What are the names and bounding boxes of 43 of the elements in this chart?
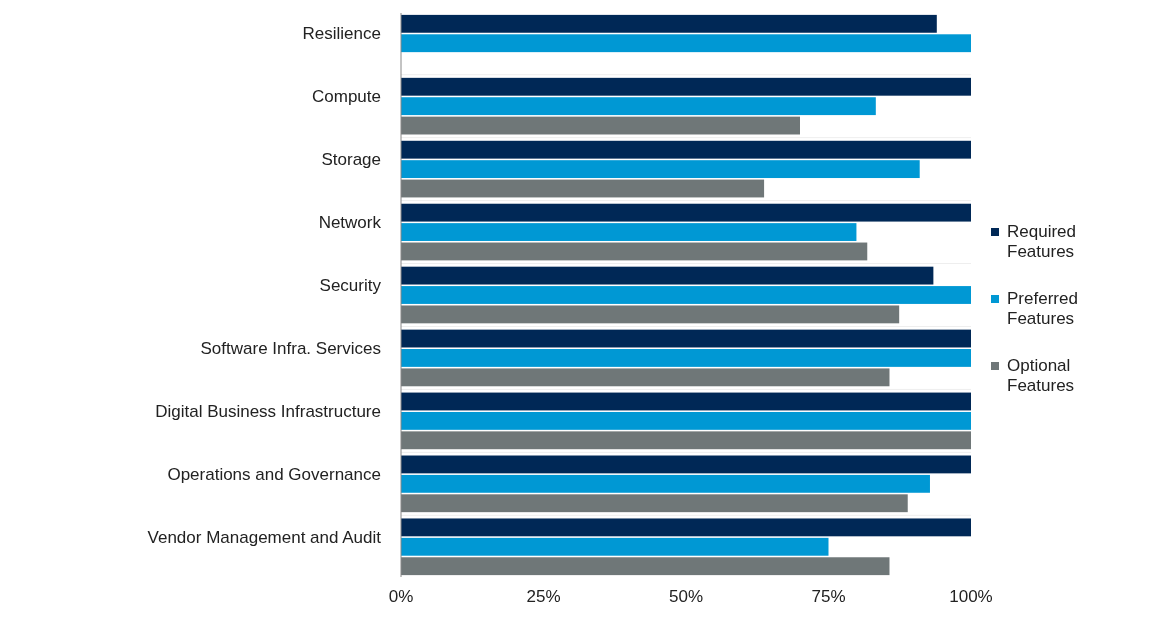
bar [401,329,971,348]
bar [401,116,800,135]
bar [401,179,765,198]
bar [401,77,971,96]
x-tick-label: 25% [526,587,561,606]
x-tick-label: 0% [388,587,414,606]
bar [401,140,971,159]
bar [401,557,890,576]
bar [401,203,971,222]
bar [401,494,908,513]
bar [401,518,971,537]
y-tick-label: Operations and Governance [167,464,381,484]
y-tick-label: Digital Business Infrastructure [155,401,381,421]
bar [401,411,971,430]
y-tick-label: Security [319,275,382,295]
bar [401,97,876,116]
bar [401,266,934,285]
y-tick-label: Network [318,213,382,233]
bar [401,474,930,493]
bar [401,242,868,261]
x-tick-label: 50% [668,587,704,606]
bar [401,14,937,33]
y-tick-label: Compute [312,87,381,107]
bar [401,349,971,367]
legend-label: Required Features [1007,222,1076,262]
bar [401,286,971,304]
x-tick-label: 75% [811,587,846,606]
bar [401,368,890,387]
bar [401,305,900,324]
y-tick-label: Software Infra. Services [200,338,381,358]
x-tick-label: 100% [949,587,993,606]
legend-label: Optional Features [1007,356,1075,396]
bar [401,431,971,450]
bar [401,537,829,556]
legend-label: Preferred Features [1007,289,1078,329]
y-tick-label: Vendor Management and Audit [147,527,382,547]
y-tick-label: Storage [321,150,381,170]
bar [401,455,971,474]
bar [401,223,857,241]
bar [401,34,971,53]
bar [401,160,920,179]
y-tick-label: Resilience [302,24,381,44]
bar [401,392,971,411]
